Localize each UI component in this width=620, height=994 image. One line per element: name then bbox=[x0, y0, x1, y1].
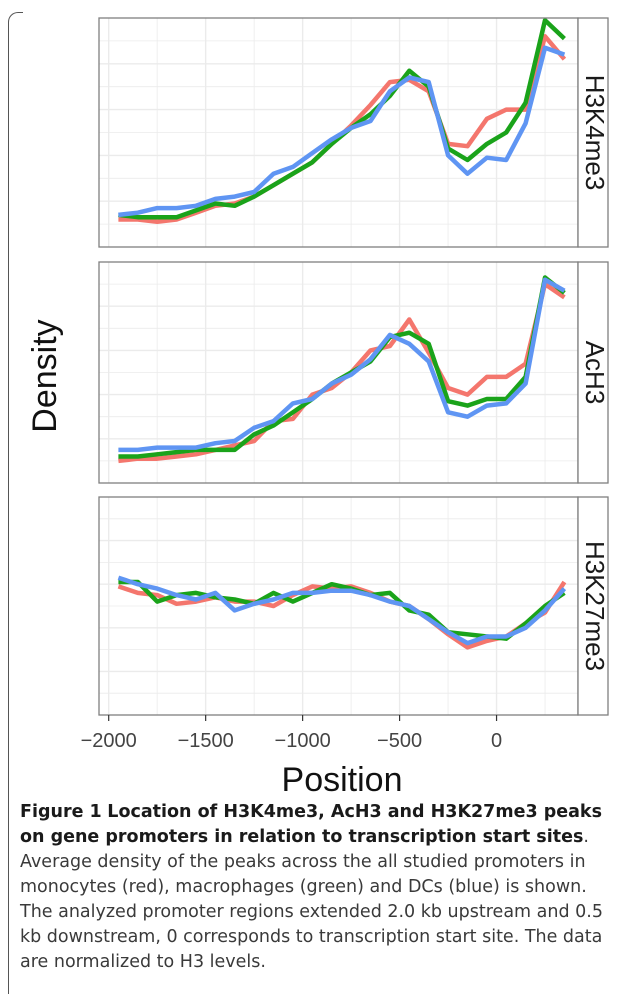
y-axis-label: Density bbox=[26, 319, 64, 432]
x-tick-label: −1000 bbox=[275, 730, 331, 752]
caption-title: Location of H3K4me3, AcH3 and H3K27me3 p… bbox=[20, 802, 602, 847]
x-axis: −2000 −1500 −1000 −500 0 bbox=[81, 715, 502, 752]
facet-strip bbox=[577, 261, 609, 484]
frame-corner bbox=[8, 12, 23, 27]
facet-label: H3K27me3 bbox=[580, 541, 610, 671]
facet-panels: H3K4me3 AcH3 H3K27me3 bbox=[98, 17, 610, 716]
x-tick-label: −1500 bbox=[178, 730, 234, 752]
x-tick-label: −500 bbox=[377, 730, 422, 752]
series-line-dcs bbox=[118, 45, 566, 218]
facet-strip bbox=[577, 17, 609, 248]
facet-label: H3K4me3 bbox=[580, 75, 610, 191]
caption-body: . Average density of the peaks across th… bbox=[20, 827, 603, 972]
facet-strip bbox=[577, 496, 609, 716]
caption-label: Figure 1 bbox=[20, 802, 102, 822]
faceted-line-chart: H3K4me3 AcH3 H3K27me3 −2000 −1500 −1000 −500 0… bbox=[26, 17, 610, 799]
facet-panel-h3k27me3: H3K27me3 bbox=[98, 496, 610, 716]
x-tick-label: −2000 bbox=[81, 730, 137, 752]
x-tick-label: 0 bbox=[491, 730, 502, 752]
facet-panel-ach3: AcH3 bbox=[98, 261, 610, 484]
series-line-dcs bbox=[117, 575, 567, 646]
figure-caption: Figure 1 Location of H3K4me3, AcH3 and H… bbox=[20, 800, 612, 975]
x-axis-label: Position bbox=[282, 761, 403, 799]
facet-label: AcH3 bbox=[580, 341, 610, 405]
facet-panel-h3k4me3: H3K4me3 bbox=[98, 17, 610, 248]
frame-left-border bbox=[8, 22, 9, 994]
series-line-dcs bbox=[118, 277, 566, 453]
